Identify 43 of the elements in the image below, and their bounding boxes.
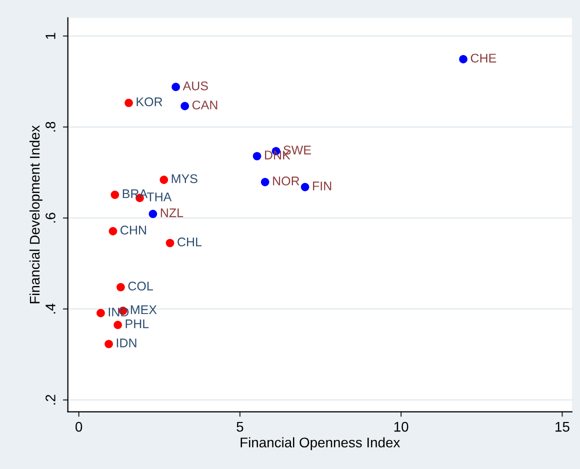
y-axis-title: Financial Development Index [29,125,42,304]
point [172,82,180,92]
y-tick-label: .2 [46,394,56,404]
point [459,55,468,64]
point [260,178,270,186]
annotation: IDN [116,338,136,348]
x-axis-title: Financial Openness Index [240,437,400,450]
y-tick-label: .4 [46,304,56,314]
point [124,98,133,108]
x-tick-label: 10 [394,422,408,432]
point [300,182,310,192]
annotation: PHL [126,320,149,328]
annotation: MYS [172,174,198,184]
point [160,176,168,184]
point [180,102,190,110]
y-tick-label: .6 [46,212,56,223]
annotation: COL [128,282,153,290]
point [114,320,122,330]
point [252,152,262,160]
point [110,190,120,199]
annotation: CAN [192,100,218,110]
annotation: CHE [470,54,496,63]
x-tick-label: 0 [76,422,82,432]
annotation: CHN [120,226,146,235]
point [148,210,158,218]
annotation: MEX [130,305,157,314]
point [108,227,118,236]
x-tick-label: 5 [236,422,244,432]
y-tick-label: .8 [46,122,56,132]
x-tick-label: 15 [556,422,570,432]
point [166,238,174,248]
annotation: NOR [273,176,300,186]
y-tick-label: 1 [46,32,56,39]
annotation: FIN [313,182,332,190]
point [116,282,125,292]
annotation: NZL [160,208,184,218]
annotation: BRA [122,189,148,198]
point [104,340,113,348]
annotation: THA [146,192,172,202]
annotation: KOR [136,97,162,106]
annotation: CHL [178,238,202,246]
annotation: AUS [182,81,208,90]
point [96,308,105,318]
